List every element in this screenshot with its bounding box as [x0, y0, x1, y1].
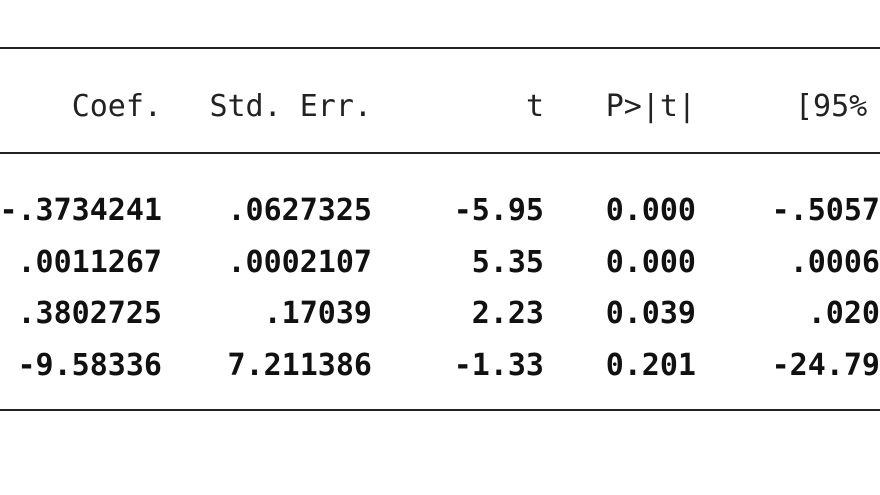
table-cell: .3802725 — [17, 296, 163, 331]
table-cell: -.3734241 — [0, 193, 162, 228]
column-header: t — [525, 89, 544, 124]
table-cell: -1.33 — [453, 347, 544, 383]
column-header: [95% — [795, 89, 868, 124]
table-cell: -5.95 — [453, 193, 544, 228]
table-cell: 5.35 — [471, 244, 544, 280]
table-cell: 0.000 — [605, 193, 696, 228]
table-cell: -.5057 — [771, 193, 880, 228]
bottom-rule — [0, 409, 880, 411]
table-cell: 7.211386 — [227, 347, 373, 383]
table-cell: .0011267 — [17, 244, 163, 280]
header-rule — [0, 152, 880, 154]
table-cell: .020 — [807, 296, 880, 331]
table-cell: -9.58336 — [17, 347, 163, 383]
table-cell: 0.201 — [605, 347, 696, 383]
table-cell: .0627325 — [227, 193, 373, 228]
column-header: Coef. — [71, 89, 162, 124]
table-cell: .0006 — [789, 244, 880, 280]
table-cell: -24.79 — [771, 347, 880, 383]
column-header: Std. Err. — [209, 89, 372, 124]
column-header: P>|t| — [605, 89, 696, 124]
top-rule — [0, 47, 880, 49]
table-cell: 2.23 — [471, 296, 544, 331]
table-cell: 0.039 — [605, 296, 696, 331]
table-cell: .17039 — [263, 296, 372, 331]
table-cell: 0.000 — [605, 244, 696, 280]
table-cell: .0002107 — [227, 244, 373, 280]
